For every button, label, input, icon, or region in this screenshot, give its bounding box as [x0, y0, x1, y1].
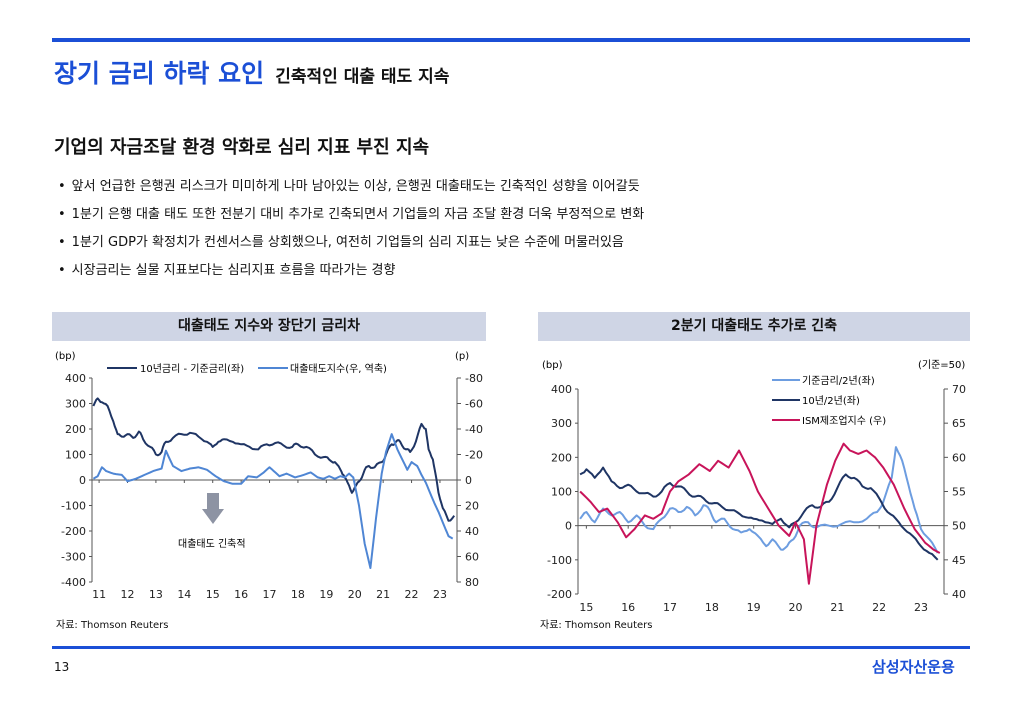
- left-tick-label: 0: [79, 474, 86, 487]
- x-tick-label: 21: [376, 588, 390, 601]
- x-tick-label: 19: [319, 588, 333, 601]
- right-tick-label: 50: [952, 520, 966, 533]
- x-tick-label: 23: [433, 588, 447, 601]
- bullet-item: 시장금리는 실물 지표보다는 심리지표 흐름을 따라가는 경향: [58, 261, 644, 289]
- top-accent-bar: [52, 38, 970, 42]
- right-chart-header: 2분기 대출태도 추가로 긴축: [538, 312, 970, 341]
- left-tick-label: -300: [61, 551, 86, 564]
- right-tick-label: -40: [465, 423, 483, 436]
- series-line-0-1: [93, 434, 452, 568]
- page-title-main: 장기 금리 하락 요인: [54, 59, 264, 88]
- legend-label: 대출태도지수(우, 역축): [290, 363, 387, 375]
- left-tick-label: 100: [551, 486, 572, 499]
- right-tick-label: 20: [465, 500, 479, 513]
- x-tick-label: 16: [621, 601, 635, 614]
- series-line-1-1: [580, 468, 938, 560]
- x-tick-label: 21: [830, 601, 844, 614]
- right-y-unit: (p): [455, 351, 469, 362]
- left-tick-label: -100: [61, 500, 86, 513]
- x-tick-label: 22: [872, 601, 886, 614]
- left-tick-label: -400: [61, 576, 86, 589]
- right-chart: (bp) (기준=50) 기준금리/2년(좌) 10년/2년(좌) ISM제조업…: [538, 345, 974, 617]
- legend: 기준금리/2년(좌) 10년/2년(좌) ISM제조업지수 (우): [772, 375, 886, 427]
- series-line-0-0: [93, 398, 454, 520]
- right-tick-label: 60: [465, 551, 479, 564]
- bullet-item: 1분기 은행 대출 태도 또한 전분기 대비 추가로 긴축되면서 기업들의 자금…: [58, 205, 644, 233]
- bullet-item: 1분기 GDP가 확정치가 컨센서스를 상회했으나, 여전히 기업들의 심리 지…: [58, 233, 644, 261]
- page-title: 장기 금리 하락 요인 긴축적인 대출 태도 지속: [54, 54, 449, 90]
- left-y-unit: (bp): [55, 351, 76, 362]
- right-tick-label: 80: [465, 576, 479, 589]
- x-tick-label: 15: [206, 588, 220, 601]
- legend-label: ISM제조업지수 (우): [802, 414, 886, 427]
- legend-label: 10년/2년(좌): [802, 395, 860, 407]
- left-tick-label: 400: [551, 383, 572, 396]
- x-tick-label: 18: [705, 601, 719, 614]
- right-tick-label: 40: [952, 588, 966, 601]
- left-tick-label: 400: [65, 372, 86, 385]
- page-title-sub: 긴축적인 대출 태도 지속: [275, 67, 449, 87]
- x-tick-label: 20: [348, 588, 362, 601]
- right-y-unit: (기준=50): [918, 359, 965, 371]
- section-title: 기업의 자금조달 환경 악화로 심리 지표 부진 지속: [54, 133, 429, 159]
- x-tick-label: 19: [747, 601, 761, 614]
- right-tick-label: 60: [952, 451, 966, 464]
- right-tick-label: -80: [465, 372, 483, 385]
- left-tick-label: 200: [65, 423, 86, 436]
- bullet-item: 앞서 언급한 은행권 리스크가 미미하게 나마 남아있는 이상, 은행권 대출태…: [58, 177, 644, 205]
- x-tick-label: 14: [177, 588, 191, 601]
- left-tick-label: -200: [547, 588, 572, 601]
- right-tick-label: 55: [952, 486, 966, 499]
- right-source: 자료: Thomson Reuters: [540, 616, 652, 631]
- left-chart-header: 대출태도 지수와 장단기 금리차: [52, 312, 486, 341]
- right-tick-label: 70: [952, 383, 966, 396]
- brand-logo-text: 삼성자산운용: [872, 656, 955, 677]
- legend-label: 10년금리 - 기준금리(좌): [140, 363, 244, 375]
- x-tick-label: 17: [663, 601, 677, 614]
- legend-label: 기준금리/2년(좌): [802, 375, 875, 387]
- left-y-unit: (bp): [542, 360, 563, 371]
- x-tick-label: 23: [914, 601, 928, 614]
- legend: 10년금리 - 기준금리(좌) 대출태도지수(우, 역축): [107, 363, 387, 375]
- right-tick-label: 65: [952, 417, 966, 430]
- right-tick-label: 0: [465, 474, 472, 487]
- right-tick-label: -60: [465, 398, 483, 411]
- left-tick-label: 300: [65, 398, 86, 411]
- bullet-list: 앞서 언급한 은행권 리스크가 미미하게 나마 남아있는 이상, 은행권 대출태…: [58, 177, 644, 289]
- left-source: 자료: Thomson Reuters: [56, 616, 168, 631]
- x-tick-label: 13: [149, 588, 163, 601]
- x-tick-label: 22: [405, 588, 419, 601]
- left-tick-label: -200: [61, 525, 86, 538]
- x-tick-label: 12: [121, 588, 135, 601]
- left-tick-label: 200: [551, 451, 572, 464]
- bottom-accent-bar: [52, 646, 970, 649]
- tightening-arrow: [202, 493, 224, 524]
- left-tick-label: -100: [547, 554, 572, 567]
- left-tick-label: 100: [65, 449, 86, 462]
- right-tick-label: 40: [465, 525, 479, 538]
- x-tick-label: 20: [789, 601, 803, 614]
- x-tick-label: 11: [92, 588, 106, 601]
- page-number: 13: [54, 660, 69, 674]
- x-tick-label: 17: [263, 588, 277, 601]
- x-tick-label: 18: [291, 588, 305, 601]
- x-tick-label: 16: [234, 588, 248, 601]
- left-tick-label: 0: [565, 520, 572, 533]
- series-line-1-2: [580, 444, 940, 584]
- right-tick-label: -20: [465, 449, 483, 462]
- series-line-1-0: [580, 447, 938, 553]
- right-tick-label: 45: [952, 554, 966, 567]
- left-tick-label: 300: [551, 417, 572, 430]
- annotation-label: 대출태도 긴축적: [178, 538, 246, 550]
- x-tick-label: 15: [579, 601, 593, 614]
- left-chart: (bp) (p) 10년금리 - 기준금리(좌) 대출태도지수(우, 역축) 4…: [52, 345, 492, 605]
